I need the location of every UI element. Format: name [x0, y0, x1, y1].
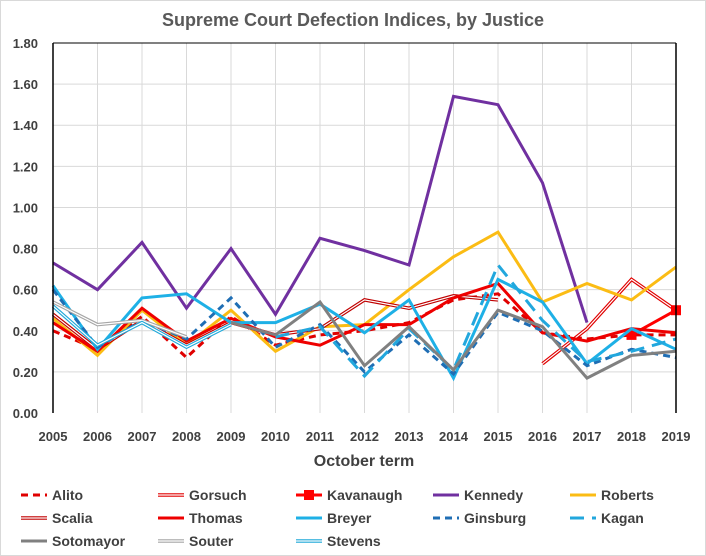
series-ginsburg [51, 288, 677, 377]
legend-item-scalia: Scalia [20, 507, 92, 529]
legend-swatch-gorsuch [158, 493, 184, 497]
legend-swatch-souter [158, 539, 184, 543]
x-tick-label: 2015 [484, 429, 513, 444]
chart-title: Supreme Court Defection Indices, by Just… [161, 10, 545, 30]
series-gorsuch [541, 277, 677, 366]
series-souter [52, 300, 188, 339]
y-tick-label: 1.20 [13, 159, 38, 174]
x-tick-label: 2013 [395, 429, 424, 444]
x-tick-label: 2008 [172, 429, 201, 444]
x-tick-label: 2012 [350, 429, 379, 444]
legend-label: Souter [189, 533, 234, 549]
legend-item-kavanaugh: Kavanaugh [295, 484, 402, 506]
y-tick-label: 0.00 [13, 406, 38, 421]
legend-item-roberts: Roberts [569, 484, 654, 506]
legend-label: Kavanaugh [327, 487, 403, 503]
legend-label: Gorsuch [189, 487, 247, 503]
legend-swatch-kennedy [433, 493, 459, 497]
legend-item-alito: Alito [20, 484, 83, 506]
series-lines [51, 94, 681, 382]
legend-item-souter: Souter [157, 530, 233, 552]
legend-swatch-kagan [570, 516, 596, 520]
x-tick-label: 2009 [217, 429, 246, 444]
legend-label: Stevens [327, 533, 381, 549]
series-gorsuch-line-inner [542, 278, 677, 365]
x-tick-label: 2018 [617, 429, 646, 444]
series-ginsburg-line [51, 288, 677, 377]
x-tick-label: 2017 [573, 429, 602, 444]
legend-label: Roberts [601, 487, 654, 503]
chart-plot: 0.00 0.20 0.40 0.60 0.80 1.00 1.20 1.40 1.60 1.80… [13, 36, 691, 470]
x-tick-label: 2005 [39, 429, 68, 444]
legend-label: Ginsburg [464, 510, 527, 526]
x-tick-label: 2016 [528, 429, 557, 444]
legend-item-ginsburg: Ginsburg [432, 507, 526, 529]
axes [52, 42, 677, 413]
series-sotomayor-line [230, 299, 677, 380]
y-tick-label: 1.80 [13, 36, 38, 51]
legend-label: Sotomayor [52, 533, 126, 549]
x-tick-label: 2007 [128, 429, 157, 444]
series-sotomayor [230, 299, 677, 380]
x-axis-label: October term [314, 453, 414, 470]
y-tick-label: 1.40 [13, 118, 38, 133]
series-breyer [51, 277, 677, 382]
y-tick-label: 1.00 [13, 200, 38, 215]
legend-item-thomas: Thomas [157, 507, 243, 529]
legend-label: Kennedy [464, 487, 524, 503]
gridlines [53, 42, 676, 413]
y-tick-label: 1.60 [13, 77, 38, 92]
legend-label: Thomas [189, 510, 243, 526]
legend-item-sotomayor: Sotomayor [20, 530, 125, 552]
x-tick-label: 2019 [662, 429, 691, 444]
legend-kavanaugh-marker [304, 490, 314, 500]
legend-item-stevens: Stevens [295, 530, 381, 552]
series-thomas [52, 281, 677, 354]
legend-swatch-alito [21, 493, 47, 497]
y-tick-label: 0.60 [13, 283, 38, 298]
series-kagan-line [275, 262, 677, 379]
x-axis-ticks: 2005 2006 2007 2008 2009 2010 2011 2012 2013 2014… [39, 429, 691, 444]
legend-swatch-kavanaugh [296, 490, 322, 500]
legend-item-breyer: Breyer [295, 507, 371, 529]
y-tick-label: 0.40 [13, 324, 38, 339]
y-tick-label: 0.80 [13, 242, 38, 257]
series-kavanaugh-point [626, 329, 637, 340]
legend-item-gorsuch: Gorsuch [157, 484, 247, 506]
series-thomas-line [52, 281, 677, 354]
legend-item-kagan: Kagan [569, 507, 644, 529]
legend-swatch-stevens [296, 539, 322, 543]
series-stevens-line-inner [52, 305, 232, 348]
series-kennedy [52, 94, 589, 324]
legend-swatch-roberts [570, 493, 596, 497]
legend-label: Scalia [52, 510, 93, 526]
legend-swatch-breyer [296, 516, 322, 520]
series-kennedy-line [52, 94, 589, 324]
series-breyer-line [51, 277, 677, 382]
x-tick-label: 2011 [306, 429, 334, 444]
series-stevens [51, 304, 232, 350]
legend-item-kennedy: Kennedy [432, 484, 523, 506]
legend-label: Breyer [327, 510, 372, 526]
x-tick-label: 2010 [261, 429, 290, 444]
series-souter-line-inner [52, 301, 187, 338]
legend-label: Kagan [601, 510, 644, 526]
series-kagan [275, 262, 677, 379]
y-tick-label: 0.20 [13, 365, 38, 380]
x-tick-label: 2006 [83, 429, 112, 444]
y-axis-ticks: 0.00 0.20 0.40 0.60 0.80 1.00 1.20 1.40 1.60 1.80 [13, 36, 38, 421]
legend-swatch-thomas [158, 516, 184, 520]
legend-swatch-sotomayor [21, 539, 47, 543]
legend-swatch-ginsburg [433, 516, 459, 520]
legend-swatch-scalia [21, 516, 47, 520]
legend-label: Alito [52, 487, 84, 503]
x-tick-label: 2014 [439, 429, 469, 444]
